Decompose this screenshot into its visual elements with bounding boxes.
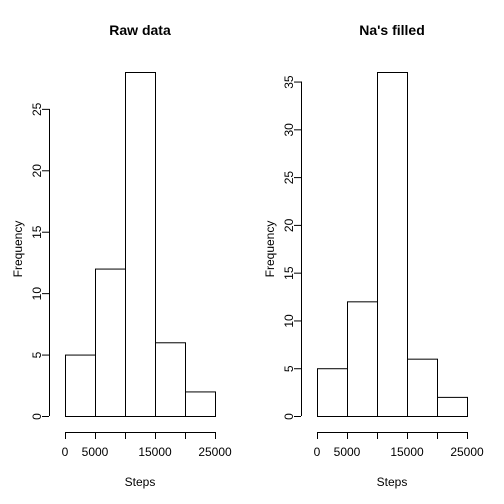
y-tick-label: 10: [30, 287, 44, 301]
histogram-bar: [65, 354, 96, 418]
chart-title: Raw data: [109, 22, 171, 38]
y-tick-label: 25: [30, 102, 44, 116]
y-tick-label: 20: [282, 218, 296, 232]
histogram-bar: [317, 368, 348, 418]
x-tick-label: 5000: [334, 445, 361, 459]
x-axis-label: Steps: [377, 475, 408, 489]
y-tick-label: 20: [30, 164, 44, 178]
y-tick-label: 15: [282, 266, 296, 280]
y-axis-label: Frequency: [11, 221, 25, 278]
y-tick-label: 30: [282, 123, 296, 137]
chart-panel-2: Na's filled 0 5000 15000 25000 0 5 10 15 20 25 30 35…: [263, 22, 484, 489]
histogram-bar: [437, 396, 468, 417]
x-tick-label: 0: [62, 445, 69, 459]
chart-panel-1: Raw data 0 5000 15000 25000 0 5 10 15 20 25 Steps Fr…: [11, 22, 232, 489]
x-axis-label: Steps: [125, 475, 156, 489]
histogram-bar: [155, 342, 186, 417]
y-tick-label: 0: [282, 413, 296, 420]
y-tick-label: 25: [282, 171, 296, 185]
y-tick-label: 15: [30, 225, 44, 239]
y-tick-label: 0: [30, 413, 44, 420]
x-tick-label: 0: [314, 445, 321, 459]
y-tick-label: 5: [30, 351, 44, 358]
histogram-bar: [95, 268, 126, 418]
y-tick-label: 10: [282, 314, 296, 328]
histogram-bar: [347, 301, 378, 418]
x-tick-label: 25000: [198, 445, 232, 459]
histogram-bar: [125, 72, 156, 417]
y-tick-label: 35: [282, 75, 296, 89]
x-tick-label: 15000: [138, 445, 172, 459]
chart-title: Na's filled: [359, 22, 425, 38]
x-tick-label: 5000: [82, 445, 109, 459]
histogram-bar: [185, 391, 216, 417]
y-tick-label: 5: [282, 365, 296, 372]
x-tick-label: 25000: [450, 445, 484, 459]
x-tick-label: 15000: [390, 445, 424, 459]
histogram-bar: [407, 358, 438, 417]
histogram-bar: [377, 72, 408, 417]
y-axis-label: Frequency: [263, 221, 277, 278]
